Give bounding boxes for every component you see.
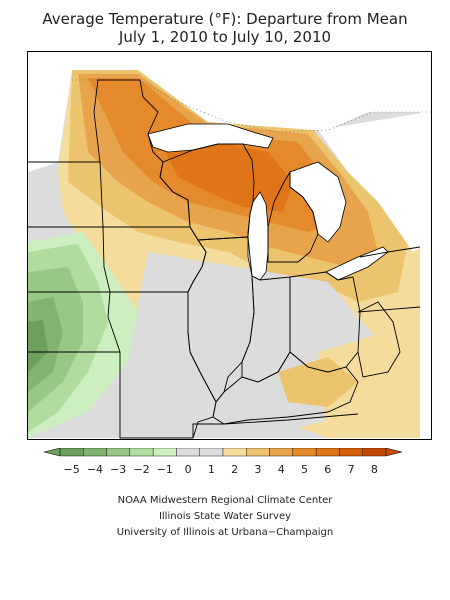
credit-isws: Illinois State Water Survey xyxy=(158,511,292,522)
legend-tick-label: −1 xyxy=(157,463,173,476)
legend-tick-label: 6 xyxy=(324,463,331,476)
region-no-data-lakes xyxy=(318,112,431,252)
michigan-lower xyxy=(267,170,319,263)
legend-bin xyxy=(83,447,107,457)
credit-uiuc: University of Illinois at Urbana−Champai… xyxy=(116,527,334,538)
state-boundaries xyxy=(28,79,421,439)
legend-bin xyxy=(292,447,317,457)
legend-arrow-right xyxy=(385,447,403,457)
legend-bin xyxy=(362,447,387,457)
tennessee-border xyxy=(192,413,359,438)
legend-bin xyxy=(269,447,294,457)
west-virginia-border xyxy=(357,301,401,378)
legend-tick-label: 5 xyxy=(301,463,308,476)
legend-arrow-left xyxy=(43,447,61,457)
pennsylvania-border xyxy=(357,246,421,313)
legend-bin xyxy=(176,447,200,457)
region-no-data-nw xyxy=(28,52,72,172)
credit-noaa: NOAA Midwestern Regional Climate Center xyxy=(117,495,333,506)
map-title: Average Temperature (°F): Departure from… xyxy=(42,10,408,28)
legend-bin xyxy=(129,447,154,457)
legend-tick-label: 7 xyxy=(348,463,355,476)
legend-bin xyxy=(246,447,270,457)
legend-svg: −5 −4 −3 −2 −1 0 1 2 3 4 5 6 7 8 xyxy=(43,447,403,476)
kentucky-outline xyxy=(212,351,359,425)
legend-tick-label: −3 xyxy=(110,463,126,476)
legend-bin xyxy=(59,447,84,457)
legend-bin xyxy=(222,447,247,457)
legend-tick-label: 4 xyxy=(278,463,285,476)
legend-bins xyxy=(59,447,387,457)
color-legend: −5 −4 −3 −2 −1 0 1 2 3 4 5 6 7 8 xyxy=(0,447,450,488)
legend-bin xyxy=(339,447,363,457)
legend-tick-label: −4 xyxy=(87,463,103,476)
legend-tick-label: 3 xyxy=(254,463,261,476)
map-date-range: July 1, 2010 to July 10, 2010 xyxy=(118,28,332,46)
legend-tick-labels: −5 −4 −3 −2 −1 0 1 2 3 4 5 6 7 8 xyxy=(64,463,378,476)
map-svg xyxy=(28,52,431,439)
legend-tick-label: −2 xyxy=(133,463,149,476)
region-plus-1-2-se xyxy=(318,322,420,438)
region-no-data-north xyxy=(72,52,431,130)
dakotas-nebraska-border xyxy=(28,161,120,353)
legend-tick-label: 1 xyxy=(208,463,215,476)
legend-tick-label: 2 xyxy=(231,463,238,476)
wisconsin-outline xyxy=(159,143,255,241)
great-lakes xyxy=(147,123,389,281)
region-minus-5 xyxy=(28,320,48,372)
legend-bin xyxy=(152,447,177,457)
temperature-departure-map xyxy=(27,51,432,440)
departure-fill-layers xyxy=(28,52,431,438)
legend-tick-label: 0 xyxy=(185,463,192,476)
legend-bin xyxy=(199,447,224,457)
lake-superior xyxy=(147,123,274,153)
legend-tick-label: 8 xyxy=(371,463,378,476)
legend-bin xyxy=(315,447,340,457)
legend-tick-label: −5 xyxy=(64,463,80,476)
legend-bin xyxy=(106,447,131,457)
